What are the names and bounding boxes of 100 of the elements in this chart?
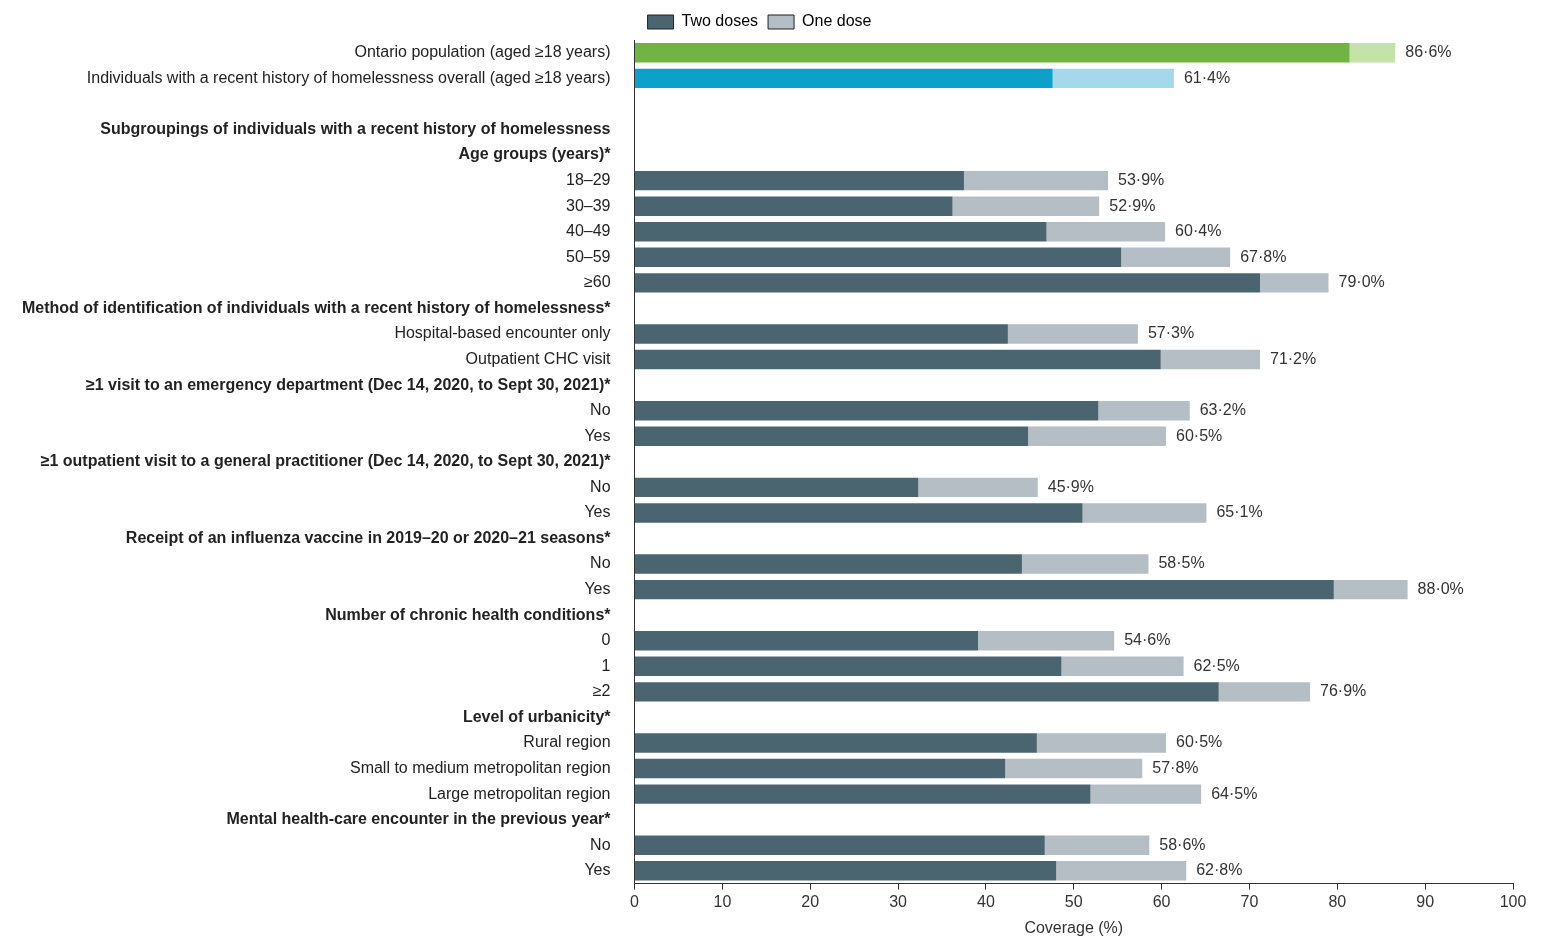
bar [635,784,1091,804]
y-tick-label: No [590,554,611,572]
y-tick-label: ≥1 outpatient visit to a general practitioner (Dec 14, 2020, to Sept 30, 2021)* [40,452,612,470]
y-tick-label: Ontario population (aged ≥18 years) [354,43,611,61]
bar [635,579,1334,600]
bar [1021,554,1149,574]
total-label: 88·0% [1417,580,1464,598]
x-tick-label: 90 [1416,892,1435,910]
y-tick-label: No [590,835,611,853]
bar [1056,861,1187,881]
y-tick-label: 40–49 [566,222,611,240]
total-label: 71·2% [1270,349,1317,367]
x-tick-label: 80 [1328,892,1347,910]
bar [1098,400,1190,421]
bar [1218,682,1311,702]
bar [1036,733,1166,753]
x-tick-label: 70 [1240,892,1259,910]
y-tick-label: Large metropolitan region [428,784,611,802]
y-tick-label: Outpatient CHC visit [465,349,612,367]
bar [635,554,1022,574]
y-tick-label: ≥2 [592,682,611,700]
total-label: 57·8% [1152,758,1199,776]
bar [635,631,979,651]
x-tick-label: 0 [630,892,640,910]
y-tick-label: Number of chronic health conditions* [325,605,612,623]
x-tick-label: 20 [801,892,820,910]
y-tick-label: Individuals with a recent history of homelessness overall (aged ≥18 years) [86,68,611,86]
y-tick-label: Mental health-care encounter in the previous year* [226,810,612,828]
y-tick-label: Yes [584,861,611,879]
total-label: 67·8% [1240,247,1287,265]
bar [635,170,964,191]
bar [1082,503,1207,523]
total-label: 62·8% [1196,861,1243,879]
bar [1160,349,1260,370]
y-tick-label: ≥1 visit to an emergency department (Dec 14, 2020, to Sept 30, 2021)* [85,375,612,393]
bar [635,682,1219,702]
total-label: 54·6% [1124,631,1171,649]
total-label: 53·9% [1118,171,1165,189]
bar [635,68,1053,89]
x-axis-title: Coverage (%) [1024,918,1124,936]
bar [635,835,1045,855]
y-tick-label: Hospital-based encounter only [394,324,611,342]
x-tick-label: 40 [977,892,995,910]
bar [1090,784,1202,804]
bar [635,656,1062,677]
bar [635,477,919,498]
bar [1333,579,1408,600]
bar [1046,222,1166,242]
x-tick-label: 10 [713,892,732,910]
bar [635,861,1057,881]
total-label: 64·5% [1211,784,1258,802]
total-label: 61·4% [1183,68,1231,86]
total-label: 76·9% [1320,682,1367,700]
bar [978,631,1115,651]
bar [635,400,1099,421]
total-label: 62·5% [1193,656,1240,674]
y-tick-label: Yes [584,503,611,521]
bar [635,324,1008,344]
total-label: 58·5% [1158,554,1205,572]
bar [1005,758,1143,779]
bar [635,758,1006,779]
bar [1260,273,1329,293]
bar [635,273,1260,293]
bar [1061,656,1184,677]
y-tick-label: 50–59 [566,247,611,265]
bar [963,170,1109,191]
bar [635,222,1047,242]
bar [635,247,1122,268]
total-label: 60·4% [1175,222,1222,240]
bar [635,349,1161,370]
y-tick-label: Method of identification of individuals with a recent history of homelessness* [21,298,612,316]
x-tick-label: 30 [889,892,908,910]
total-label: 65·1% [1216,503,1263,521]
y-tick-label: 0 [601,631,611,649]
bar [635,503,1083,523]
bar [635,426,1029,446]
total-label: 63·2% [1199,401,1246,419]
bar [635,733,1037,753]
y-tick-label: No [590,401,611,419]
y-tick-label: Subgroupings of individuals with a recent history of homelessness [100,119,611,137]
total-label: 58·6% [1159,835,1206,853]
y-tick-label: 30–39 [566,196,611,214]
y-tick-label: Receipt of an influenza vaccine in 2019–20 or 2020–21 seasons* [125,528,612,546]
total-label: 57·3% [1147,324,1195,342]
y-tick-label: No [590,477,611,495]
y-tick-label: Small to medium metropolitan region [349,758,611,776]
legend-label: One dose [802,12,872,30]
total-label: 45·9% [1047,477,1094,495]
bar [1052,68,1174,89]
x-tick-label: 60 [1152,892,1171,910]
total-label: 86·6% [1405,43,1452,61]
y-tick-label: ≥60 [583,273,611,291]
bar [1349,43,1396,63]
bar [1028,426,1166,446]
bar [635,43,1350,63]
total-label: 60·5% [1176,426,1223,444]
x-tick-label: 100 [1499,892,1527,910]
y-tick-label: 18–29 [566,171,611,189]
bar [1044,835,1150,855]
bar [635,196,953,216]
